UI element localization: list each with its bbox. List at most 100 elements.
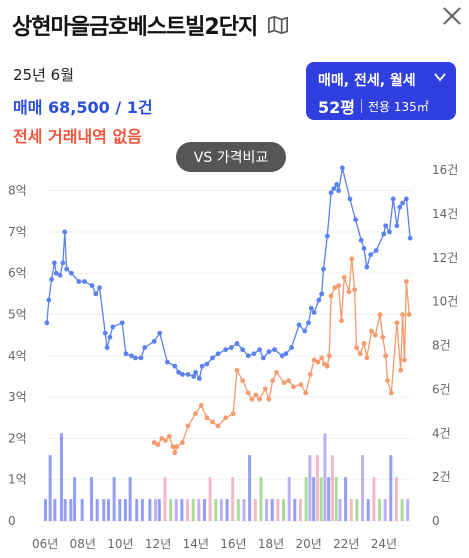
data-point [400,200,405,206]
volume-bar [148,499,152,521]
data-point [383,353,389,359]
data-point [347,196,353,202]
data-point [400,312,405,317]
y-right-tick-label: 16건 [432,163,458,177]
y-left-tick-label: 0 [8,514,16,528]
volume-bar [208,477,212,521]
volume-bar [298,499,302,521]
data-point [155,442,161,448]
data-point [394,223,400,229]
series-line [46,167,411,381]
data-point [364,355,370,361]
data-point [311,357,317,363]
latest-month: 25년 6월 [13,66,74,84]
data-point [204,361,210,367]
y-left-tick-label: 5억 [8,308,27,322]
y-left-tick-label: 3억 [8,390,27,404]
data-point [289,345,294,350]
data-point [319,355,325,361]
volume-bar [327,477,331,521]
volume-bar [186,499,190,521]
data-point [279,353,285,359]
data-point [142,345,148,350]
data-point [311,310,317,315]
volume-bar [394,477,398,521]
data-point [253,392,259,398]
price-chart: 0 1억 2억 3억 4억 5억 6억 7억 8억 0 2건 4건 6건 8건 10건 12건 14건 16건 06… [8,163,458,551]
volume-bar [344,477,348,521]
volume-bar [95,499,99,521]
map-icon[interactable] [267,14,289,36]
data-point [157,330,163,336]
data-point [49,277,54,282]
data-point [129,353,134,359]
volume-bar [312,477,316,521]
data-point [383,223,389,229]
data-point [339,318,344,324]
data-point [228,345,234,350]
data-point [272,347,278,353]
volume-bar [225,499,229,521]
data-point [302,328,308,334]
data-point [234,341,240,346]
data-point [339,165,345,171]
filter-button[interactable]: 매매, 전세, 월세 52평 전용 135㎡ [306,62,456,120]
x-tick-label: 10년 [107,537,133,551]
data-point [346,289,352,295]
data-point [89,283,95,289]
volume-bar [231,477,235,521]
data-point [68,270,74,276]
data-point [390,196,396,202]
data-point [357,351,363,357]
data-point [198,402,204,408]
x-tick-label: 22년 [333,537,359,551]
volume-bar [140,499,144,521]
series-line [153,258,410,456]
data-point [385,378,390,383]
data-point [402,357,407,363]
data-point [306,320,311,326]
x-tick-label: 20년 [295,537,321,551]
data-point [388,390,394,396]
volume-bar [372,477,376,521]
volume-bar [118,499,122,521]
vs-compare-button[interactable]: VS 가격비교 [176,142,286,172]
data-point [240,378,246,383]
data-point [193,411,198,417]
data-point [245,353,251,359]
data-point [341,274,347,280]
area-label: 전용 135㎡ [368,99,429,114]
data-point [380,334,386,340]
data-point [349,256,355,262]
data-point [163,438,168,443]
data-point [381,231,387,237]
x-tick-label: 12년 [145,537,171,551]
volume-bar [43,499,47,521]
data-point [398,367,404,373]
volume-bar [191,499,195,521]
data-point [76,279,82,284]
volume-bar [157,499,161,521]
x-tick-label: 24년 [371,537,397,551]
data-point [179,372,185,377]
volume-bar [59,433,63,521]
y-right-tick-label: 14건 [432,207,458,221]
volume-bar [253,499,257,521]
data-point [82,279,87,284]
data-point [321,266,326,272]
data-point [387,229,392,235]
data-point [119,320,125,326]
data-point [262,386,268,392]
y-left-tick-label: 1억 [8,473,27,487]
volume-bar [330,455,334,521]
data-point [215,351,221,357]
volume-bar [282,499,286,521]
data-point [361,341,367,346]
volume-bar [219,499,223,521]
data-point [266,396,272,402]
data-point [283,351,289,357]
data-point [307,372,313,377]
data-point [281,380,287,386]
data-point [308,305,314,311]
close-icon[interactable] [439,3,465,29]
